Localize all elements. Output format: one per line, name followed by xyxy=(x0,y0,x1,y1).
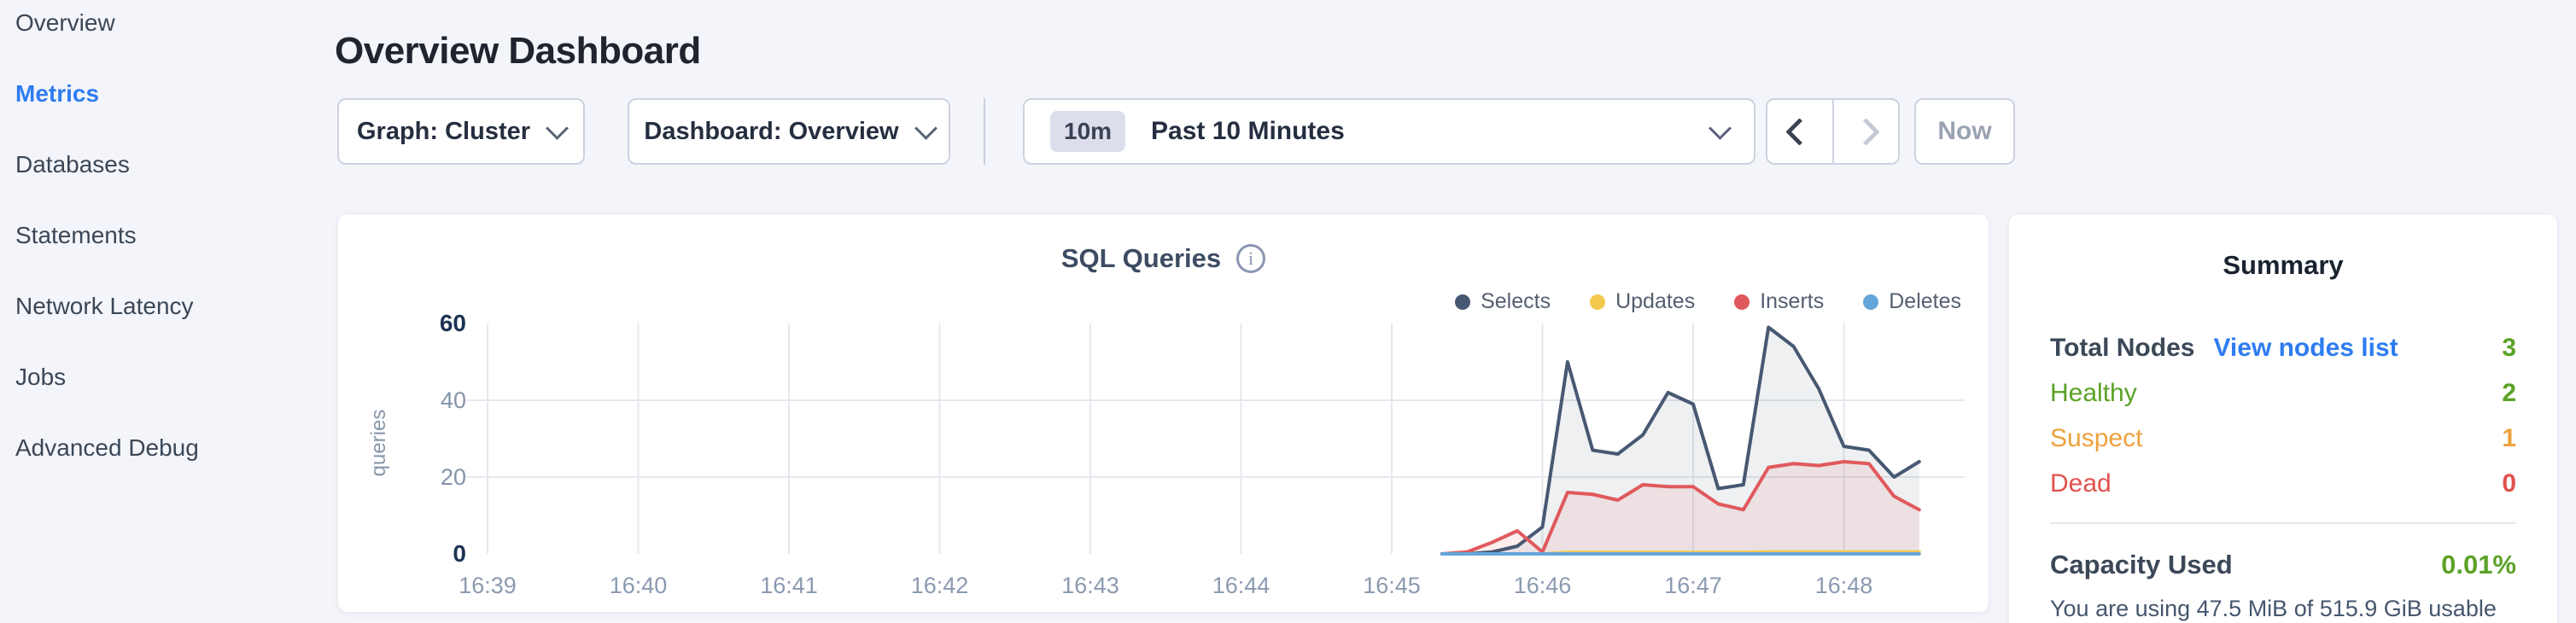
time-range-badge: 10m xyxy=(1050,111,1126,152)
healthy-label: Healthy xyxy=(2050,379,2137,407)
summary-row-total-nodes: Total Nodes View nodes list 3 xyxy=(2050,334,2516,363)
legend-label: Inserts xyxy=(1760,289,1825,313)
sidebar-item-advanced-debug[interactable]: Advanced Debug xyxy=(15,434,199,461)
svg-text:16:41: 16:41 xyxy=(760,573,818,598)
sidebar-item-databases[interactable]: Databases xyxy=(15,151,130,178)
time-window-pager xyxy=(1766,98,1900,165)
summary-title: Summary xyxy=(2223,250,2344,280)
legend-dot-updates xyxy=(1590,294,1606,310)
svg-text:16:46: 16:46 xyxy=(1514,573,1572,598)
page-title: Overview Dashboard xyxy=(335,30,701,73)
now-button: Now xyxy=(1914,98,2015,165)
svg-text:20: 20 xyxy=(441,464,466,490)
time-range-label: Past 10 Minutes xyxy=(1151,117,1345,145)
svg-text:16:44: 16:44 xyxy=(1212,573,1270,598)
legend-item-inserts: Inserts xyxy=(1734,289,1824,314)
healthy-value: 2 xyxy=(2502,379,2516,407)
time-range-dropdown[interactable]: 10m Past 10 Minutes xyxy=(1023,98,1755,165)
svg-text:40: 40 xyxy=(441,387,466,413)
suspect-value: 1 xyxy=(2502,424,2516,452)
suspect-label: Suspect xyxy=(2050,424,2143,452)
legend-label: Updates xyxy=(1615,289,1696,313)
info-icon[interactable]: i xyxy=(1236,244,1266,273)
legend-dot-selects xyxy=(1455,294,1471,310)
sidebar-item-statements[interactable]: Statements xyxy=(15,222,137,248)
total-nodes-label: Total Nodes xyxy=(2050,334,2195,362)
dead-label: Dead xyxy=(2050,469,2112,498)
legend-dot-deletes xyxy=(1863,294,1879,310)
graph-source-dropdown[interactable]: Graph: Cluster xyxy=(337,98,585,165)
chevron-down-icon xyxy=(1709,116,1732,140)
legend-item-deletes: Deletes xyxy=(1863,289,1961,314)
summary-row-dead: Dead 0 xyxy=(2050,469,2516,498)
svg-text:16:45: 16:45 xyxy=(1363,573,1421,598)
svg-text:60: 60 xyxy=(440,310,466,336)
dashboard-dropdown[interactable]: Dashboard: Overview xyxy=(628,98,950,165)
capacity-used-value: 0.01% xyxy=(2441,550,2516,579)
controls-divider xyxy=(984,98,985,165)
svg-text:16:40: 16:40 xyxy=(610,573,668,598)
view-nodes-list-link[interactable]: View nodes list xyxy=(2213,334,2398,362)
summary-panel: Summary Total Nodes View nodes list 3 He… xyxy=(2008,213,2558,623)
sql-queries-line-chart: 16:39 16:40 16:41 16:42 16:43 16:44 16:45 16:46… xyxy=(367,310,1965,598)
dashboard-dropdown-label: Dashboard: Overview xyxy=(644,117,899,145)
sql-queries-chart-card: SQL Queries i Selects Updates Inserts De… xyxy=(337,213,1989,613)
svg-text:16:39: 16:39 xyxy=(459,573,517,598)
sidebar-item-jobs[interactable]: Jobs xyxy=(15,364,67,390)
capacity-used-row: Capacity Used 0.01% xyxy=(2050,550,2516,580)
dead-value: 0 xyxy=(2502,469,2516,498)
sidebar-item-metrics[interactable]: Metrics xyxy=(15,80,100,107)
legend-label: Deletes xyxy=(1889,289,1961,313)
chevron-down-icon xyxy=(914,116,938,140)
svg-text:16:47: 16:47 xyxy=(1664,573,1722,598)
sidebar-item-network-latency[interactable]: Network Latency xyxy=(15,293,194,319)
sidebar-nav: Overview Metrics Databases Statements Ne… xyxy=(15,10,297,506)
capacity-used-label: Capacity Used xyxy=(2050,550,2233,579)
chevron-down-icon xyxy=(546,116,569,140)
chart-legend: Selects Updates Inserts Deletes xyxy=(1455,289,1961,314)
chart-title-row: SQL Queries i xyxy=(338,243,1989,274)
svg-text:16:43: 16:43 xyxy=(1061,573,1119,598)
chevron-right-icon xyxy=(1851,117,1880,146)
summary-row-suspect: Suspect 1 xyxy=(2050,424,2516,453)
chevron-left-icon xyxy=(1785,117,1814,146)
svg-text:16:48: 16:48 xyxy=(1815,573,1873,598)
total-nodes-value: 3 xyxy=(2502,334,2516,362)
next-window-button xyxy=(1831,100,1899,163)
legend-dot-inserts xyxy=(1734,294,1750,310)
sidebar-item-overview[interactable]: Overview xyxy=(15,9,115,36)
legend-item-updates: Updates xyxy=(1590,289,1695,314)
summary-divider xyxy=(2050,522,2516,524)
previous-window-button[interactable] xyxy=(1767,100,1832,163)
chart-title: SQL Queries xyxy=(1060,243,1222,273)
legend-item-selects: Selects xyxy=(1455,289,1551,314)
graph-source-dropdown-label: Graph: Cluster xyxy=(356,117,531,145)
legend-label: Selects xyxy=(1481,289,1551,313)
capacity-description: You are using 47.5 MiB of 515.9 GiB usab… xyxy=(2050,596,2497,621)
svg-text:0: 0 xyxy=(453,540,466,567)
summary-row-healthy: Healthy 2 xyxy=(2050,379,2516,408)
svg-text:16:42: 16:42 xyxy=(911,573,969,598)
svg-text:queries: queries xyxy=(367,410,390,477)
now-button-label: Now xyxy=(1937,117,1992,145)
